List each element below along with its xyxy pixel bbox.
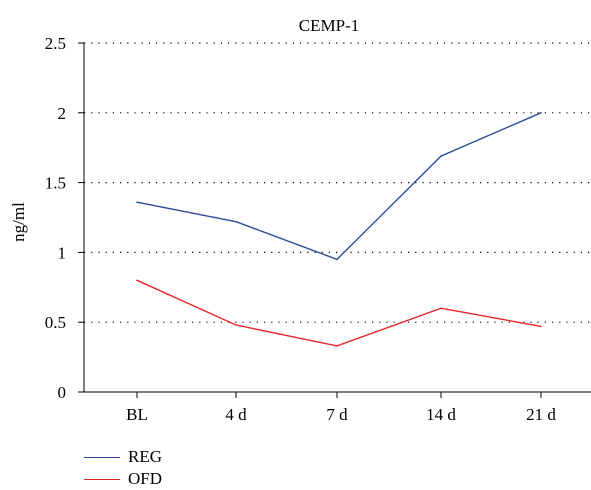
- data-point-reg-0: [136, 201, 138, 203]
- legend-swatch-ofd: [84, 478, 120, 480]
- legend: REG OFD: [84, 446, 162, 490]
- legend-swatch-reg: [84, 456, 120, 458]
- y-axis-ticks: 0 0.5 1 1.5 2 2.5: [45, 34, 84, 402]
- data-point-ofd-1: [235, 324, 237, 326]
- gridlines: [84, 42, 591, 323]
- chart-title: CEMP-1: [299, 16, 359, 35]
- legend-item-reg: REG: [84, 446, 162, 468]
- series-line-reg: [136, 112, 542, 261]
- x-axis-ticks: BL 4 d 7 d 14 d 21 d: [126, 392, 556, 424]
- y-tick-label-0: 0: [58, 383, 67, 402]
- legend-label-reg: REG: [128, 447, 162, 466]
- series-line-ofd: [136, 279, 542, 347]
- data-point-ofd-3: [440, 307, 442, 310]
- legend-label-ofd: OFD: [128, 469, 163, 488]
- x-tick-label-2: 7 d: [326, 405, 348, 424]
- x-tick-label-1: 4 d: [225, 405, 247, 424]
- data-point-reg-3: [440, 155, 442, 157]
- data-point-ofd-0: [136, 279, 138, 282]
- y-tick-label-4: 2: [58, 104, 67, 123]
- data-point-reg-1: [235, 220, 237, 223]
- data-point-reg-2: [336, 258, 338, 261]
- x-tick-label-4: 21 d: [526, 405, 556, 424]
- data-point-ofd-4: [540, 325, 542, 328]
- y-axis-label: ng/ml: [9, 202, 28, 242]
- y-tick-label-5: 2.5: [45, 34, 66, 53]
- y-tick-label-2: 1: [58, 243, 67, 262]
- series-lines: [136, 112, 542, 347]
- x-tick-label-0: BL: [126, 405, 148, 424]
- y-tick-label-1: 0.5: [45, 313, 66, 332]
- y-tick-label-3: 1.5: [45, 174, 66, 193]
- x-tick-label-3: 14 d: [426, 405, 456, 424]
- legend-item-ofd: OFD: [84, 468, 162, 490]
- data-point-reg-4: [540, 112, 542, 114]
- data-point-ofd-2: [336, 345, 338, 347]
